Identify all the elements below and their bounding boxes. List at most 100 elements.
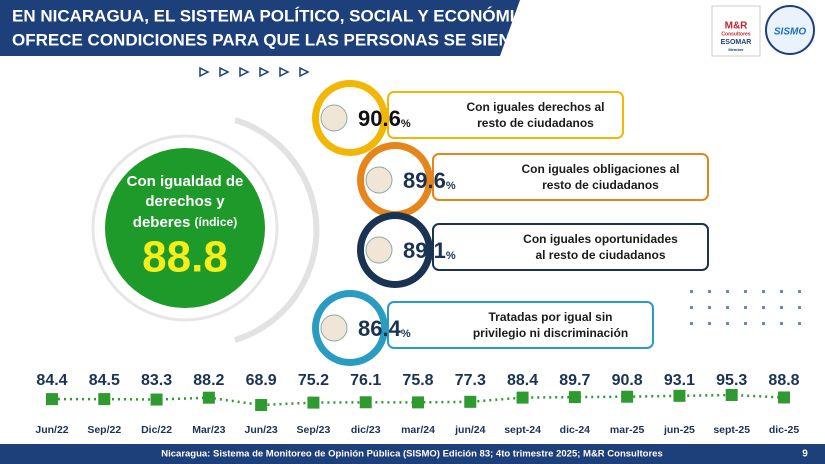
point bbox=[150, 393, 163, 406]
item-circle bbox=[364, 149, 426, 211]
item-value: 90.6 bbox=[358, 106, 401, 131]
decor-dots bbox=[690, 290, 801, 325]
logo bbox=[765, 5, 815, 55]
item-unit: % bbox=[446, 180, 456, 192]
x-tick-label: dic-24 bbox=[560, 424, 591, 436]
data-label: 84.4 bbox=[36, 372, 67, 389]
x-tick-label: dic-25 bbox=[769, 424, 800, 436]
item-box bbox=[432, 223, 709, 271]
point bbox=[255, 399, 268, 411]
index-label: derechos y bbox=[145, 193, 225, 210]
data-label: 90.8 bbox=[612, 372, 643, 389]
item-value: 89.6% bbox=[403, 168, 456, 193]
x-tick-label: Jun/23 bbox=[245, 424, 278, 436]
item-icon bbox=[320, 314, 348, 342]
header-bar bbox=[0, 0, 520, 56]
index-label: deberes (índice) bbox=[133, 214, 237, 231]
data-label: 83.3 bbox=[141, 372, 172, 389]
item-box bbox=[387, 301, 654, 349]
data-label: 88.8 bbox=[768, 372, 799, 389]
item-circle bbox=[364, 219, 426, 281]
data-label: 77.3 bbox=[455, 372, 486, 389]
x-tick-label: jun/24 bbox=[454, 424, 486, 436]
logo-text: SISMO bbox=[774, 27, 806, 38]
item-value: 89.1% bbox=[403, 238, 456, 263]
item-value: 86.4 bbox=[358, 316, 402, 341]
item-label: Tratadas por igual sin bbox=[488, 310, 612, 324]
item-label: resto de ciudadanos bbox=[542, 178, 659, 192]
point bbox=[673, 389, 686, 402]
point bbox=[307, 396, 320, 409]
data-label: 88.2 bbox=[193, 372, 224, 389]
data-label: 75.8 bbox=[402, 372, 433, 389]
item-box bbox=[432, 153, 709, 201]
title: EN NICARAGUA, EL SISTEMA POLÍTICO, SOCIA… bbox=[12, 6, 540, 25]
x-tick-label: sept-25 bbox=[713, 424, 750, 436]
data-label: 95.3 bbox=[716, 372, 747, 389]
logo bbox=[711, 5, 761, 57]
point bbox=[46, 393, 58, 406]
item-box bbox=[387, 91, 624, 139]
point bbox=[98, 393, 111, 406]
index-note: (índice) bbox=[195, 215, 238, 229]
item-label: Con iguales derechos al bbox=[466, 100, 604, 114]
data-label: 75.2 bbox=[298, 372, 329, 389]
index-circle bbox=[105, 148, 265, 308]
item-circle bbox=[319, 87, 381, 149]
data-label: 88.4 bbox=[507, 372, 538, 389]
data-label: 84.5 bbox=[89, 372, 120, 389]
x-tick-label: Jun/22 bbox=[35, 424, 68, 436]
item-label: privilegio ni discriminación bbox=[473, 326, 628, 340]
item-value: 90.6% bbox=[358, 106, 411, 131]
index-label: Con igualdad de bbox=[127, 173, 244, 190]
x-tick-label: Mar/23 bbox=[192, 424, 225, 436]
decor-arrows bbox=[199, 66, 310, 78]
x-tick-label: dic/23 bbox=[351, 424, 381, 436]
x-tick-label: mar/24 bbox=[401, 424, 435, 436]
index-label: deberes bbox=[133, 214, 191, 231]
item-circle bbox=[319, 297, 381, 359]
item-icon bbox=[365, 166, 393, 194]
index-value: 88.8 bbox=[142, 233, 228, 282]
item-label: resto de ciudadanos bbox=[477, 116, 594, 130]
item-unit: % bbox=[401, 328, 411, 340]
data-label: 76.1 bbox=[350, 372, 381, 389]
x-tick-label: Dic/22 bbox=[141, 424, 172, 436]
item-unit: % bbox=[401, 118, 411, 130]
item-label: Con iguales obligaciones al bbox=[521, 162, 679, 176]
logo-text: ESOMAR bbox=[721, 39, 752, 46]
point bbox=[568, 391, 581, 404]
point bbox=[412, 396, 424, 409]
logo-text: Member bbox=[728, 47, 744, 52]
data-label: 89.7 bbox=[559, 372, 590, 389]
point bbox=[725, 389, 738, 401]
x-tick-label: Sep/23 bbox=[296, 424, 330, 436]
source: Nicaragua: Sistema de Monitoreo de Opini… bbox=[161, 449, 662, 460]
x-tick-label: mar-25 bbox=[610, 424, 645, 436]
point bbox=[516, 391, 529, 404]
x-tick-label: jun-25 bbox=[663, 424, 695, 436]
point bbox=[464, 395, 477, 408]
item-icon bbox=[320, 104, 348, 132]
point bbox=[359, 396, 372, 409]
data-label: 93.1 bbox=[664, 372, 695, 389]
logo-text: Consultores bbox=[721, 31, 750, 37]
x-tick-label: sept-24 bbox=[504, 424, 541, 436]
x-tick-label: Sep/22 bbox=[87, 424, 121, 436]
item-value: 86.4% bbox=[358, 316, 411, 341]
item-icon bbox=[365, 236, 393, 264]
point bbox=[621, 390, 634, 403]
title: OFRECE CONDICIONES PARA QUE LAS PERSONAS… bbox=[12, 30, 559, 49]
logo-text: M&R bbox=[725, 21, 749, 32]
decor-arc bbox=[234, 117, 320, 343]
item-label: al resto de ciudadanos bbox=[535, 248, 665, 262]
item-unit: % bbox=[446, 250, 456, 262]
footer-bar bbox=[0, 444, 825, 464]
item-label: Con iguales oportunidades bbox=[523, 232, 678, 246]
page-number: 9 bbox=[802, 449, 808, 460]
point bbox=[202, 391, 215, 404]
point bbox=[778, 391, 790, 404]
item-value: 89.6 bbox=[403, 168, 446, 193]
data-label: 68.9 bbox=[246, 372, 277, 389]
item-value: 89.1 bbox=[403, 238, 446, 263]
